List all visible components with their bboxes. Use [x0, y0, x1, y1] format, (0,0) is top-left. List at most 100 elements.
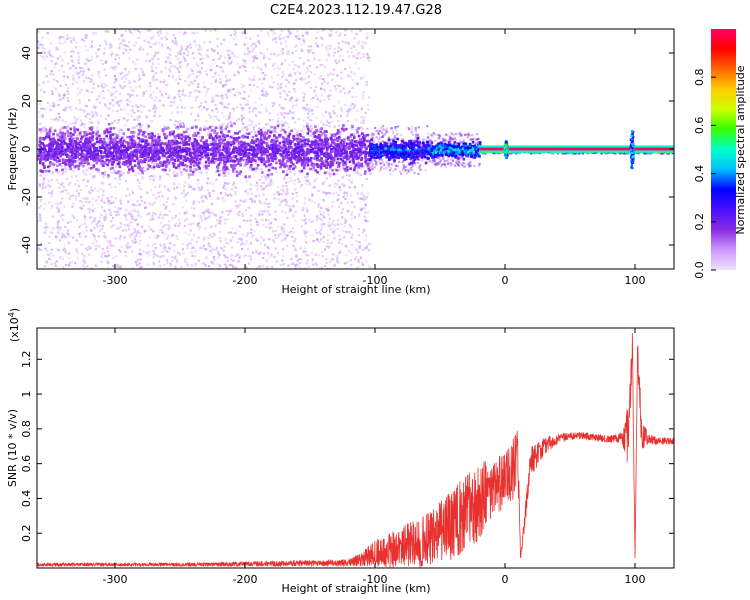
heatmap-cell: [353, 132, 356, 136]
heatmap-cell: [336, 160, 340, 163]
heatmap-cell: [287, 126, 290, 129]
heatmap-cell: [189, 242, 192, 245]
heatmap-cell: [105, 158, 109, 161]
heatmap-cell: [304, 250, 307, 253]
heatmap-cell: [166, 262, 169, 265]
heatmap-cell: [323, 88, 326, 91]
heatmap-cell: [241, 213, 244, 216]
heatmap-cell: [212, 189, 215, 193]
heatmap-cell: [174, 145, 177, 149]
heatmap-cell: [84, 44, 87, 48]
heatmap-cell: [182, 248, 185, 251]
heatmap-cell: [313, 73, 316, 76]
heatmap-cell: [355, 239, 358, 243]
heatmap-cell: [120, 71, 124, 74]
heatmap-cell: [163, 249, 166, 252]
heatmap-cell: [252, 107, 255, 110]
heatmap-cell: [125, 30, 128, 33]
heatmap-cell: [150, 149, 153, 152]
heatmap-cell: [125, 160, 128, 163]
heatmap-cell: [252, 47, 255, 50]
heatmap-cell: [238, 92, 241, 95]
heatmap-cell: [129, 31, 132, 34]
heatmap-cell: [303, 247, 306, 250]
heatmap-cell: [315, 66, 319, 69]
heatmap-cell: [137, 115, 140, 118]
heatmap-cell: [216, 37, 219, 40]
heatmap-cell: [236, 174, 239, 177]
heatmap-cell: [122, 75, 125, 78]
heatmap-cell: [366, 244, 369, 248]
heatmap-cell: [239, 203, 242, 206]
heatmap-cell: [220, 152, 224, 155]
heatmap-cell: [133, 126, 136, 129]
heatmap-cell: [299, 151, 302, 154]
heatmap-cell: [118, 161, 121, 164]
heatmap-cell: [62, 79, 65, 82]
heatmap-cell: [301, 208, 304, 211]
heatmap-cell: [242, 59, 245, 62]
heatmap-cell: [87, 77, 90, 80]
heatmap-cell: [287, 150, 290, 153]
heatmap-cell: [68, 264, 71, 267]
heatmap-cell: [139, 155, 142, 158]
heatmap-cell: [368, 265, 371, 268]
heatmap-cell: [288, 132, 291, 136]
heatmap-cell: [113, 69, 116, 72]
heatmap-cell: [265, 202, 269, 205]
heatmap-cell: [310, 145, 313, 149]
heatmap-cell: [329, 94, 332, 97]
heatmap-cell: [280, 83, 283, 86]
heatmap-cell: [272, 230, 275, 233]
heatmap-cell: [320, 120, 323, 123]
heatmap-cell: [230, 254, 233, 257]
heatmap-cell: [219, 151, 222, 155]
heatmap-cell: [101, 86, 104, 89]
heatmap-cell: [218, 57, 221, 60]
heatmap-cell: [215, 170, 218, 173]
heatmap-cell: [242, 255, 245, 258]
heatmap-cell: [75, 239, 78, 242]
heatmap-cell: [73, 152, 77, 156]
heatmap-cell: [145, 122, 149, 125]
heatmap-cell: [325, 140, 329, 143]
heatmap-cell: [77, 72, 80, 75]
heatmap-cell: [244, 265, 247, 268]
heatmap-cell: [357, 251, 360, 254]
heatmap-cell: [183, 58, 186, 61]
heatmap-cell: [80, 145, 83, 148]
heatmap-cell: [211, 124, 214, 127]
heatmap-cell: [168, 224, 171, 227]
heatmap-cell: [274, 233, 277, 237]
heatmap-cell: [153, 107, 156, 110]
heatmap-cell: [161, 250, 164, 253]
heatmap-cell: [76, 189, 79, 192]
heatmap-cell: [351, 86, 354, 90]
heatmap-cell: [234, 193, 237, 196]
heatmap-cell: [331, 258, 334, 261]
heatmap-cell: [343, 184, 346, 187]
heatmap-cell: [143, 139, 146, 142]
heatmap-cell: [128, 168, 131, 171]
heatmap-cell: [71, 122, 74, 125]
heatmap-cell: [42, 157, 46, 161]
heatmap-cell: [173, 249, 176, 252]
heatmap-cell: [252, 126, 255, 129]
heatmap-cell: [103, 231, 106, 234]
heatmap-cell: [293, 153, 296, 156]
heatmap-cell: [305, 179, 308, 182]
heatmap-cell: [169, 104, 172, 107]
heatmap-cell: [112, 160, 115, 164]
heatmap-cell: [335, 260, 338, 263]
heatmap-cell: [152, 178, 155, 181]
heatmap-cell: [283, 130, 287, 134]
heatmap-cell: [175, 40, 178, 44]
heatmap-cell: [359, 57, 362, 60]
heatmap-cell: [145, 90, 148, 93]
heatmap-cell: [222, 61, 225, 64]
heatmap-cell: [216, 169, 220, 173]
heatmap-cell: [257, 167, 260, 170]
heatmap-cell: [215, 136, 219, 140]
heatmap-cell: [131, 250, 134, 253]
heatmap-cell: [278, 35, 281, 39]
